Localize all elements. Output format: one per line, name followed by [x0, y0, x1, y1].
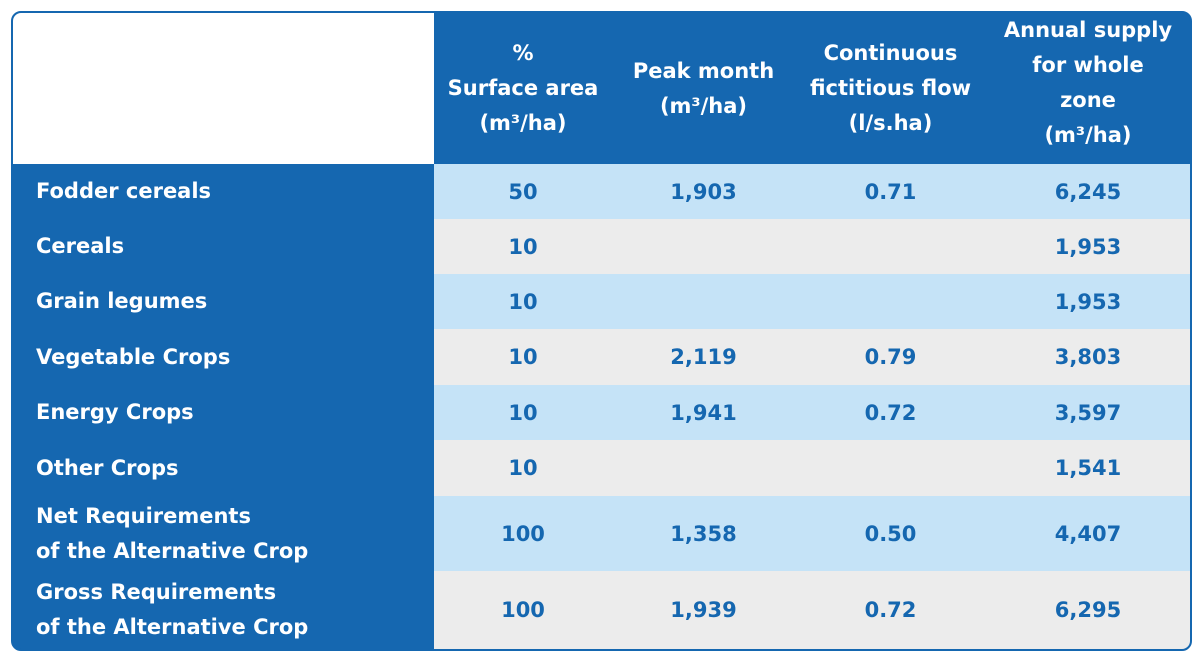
cell-annual-supply: 4,407	[1054, 521, 1122, 546]
table-row: Fodder cereals 50 1,903 0.71 6,245	[13, 164, 1190, 219]
table-row: Gross Requirements of the Alternative Cr…	[13, 571, 1190, 649]
header-surface-area: % Surface area (m³/ha)	[434, 13, 612, 164]
table-row: Net Requirements of the Alternative Crop…	[13, 496, 1190, 571]
row-label: Net Requirements of the Alternative Crop	[13, 496, 434, 571]
cell-continuous-flow: 0.79	[864, 345, 917, 369]
cell-surface-area: 100	[501, 598, 545, 622]
cell-surface-area: 50	[508, 179, 538, 204]
table-header-row: % Surface area (m³/ha) Peak month (m³/ha…	[13, 13, 1190, 164]
cell-annual-supply: 1,953	[1054, 289, 1122, 314]
cell-peak-month: 1,903	[670, 179, 737, 204]
cell-peak-month: 1,941	[670, 400, 737, 425]
row-label: Grain legumes	[13, 274, 434, 329]
header-peak-month: Peak month (m³/ha)	[612, 13, 795, 164]
table-row: Grain legumes 10 1,953	[13, 274, 1190, 329]
cell-surface-area: 10	[508, 289, 538, 314]
cell-continuous-flow	[795, 440, 986, 496]
row-label: Other Crops	[13, 440, 434, 496]
cell-annual-supply: 3,803	[1054, 345, 1122, 369]
cell-annual-supply: 3,597	[1054, 400, 1122, 425]
table-row: Cereals 10 1,953	[13, 219, 1190, 274]
cell-annual-supply: 1,541	[1054, 456, 1122, 480]
cell-surface-area: 10	[508, 456, 538, 480]
table-row: Other Crops 10 1,541	[13, 440, 1190, 496]
header-annual-supply: Annual supply for whole zone (m³/ha)	[986, 13, 1190, 158]
table-body: Fodder cereals 50 1,903 0.71 6,245 Cerea…	[13, 164, 1190, 649]
cell-peak-month	[612, 440, 795, 496]
table-row: Vegetable Crops 10 2,119 0.79 3,803	[13, 329, 1190, 385]
header-continuous-flow: Continuous fictitious flow (l/s.ha)	[795, 13, 986, 164]
cell-continuous-flow: 0.72	[864, 598, 917, 622]
cell-continuous-flow: 0.71	[864, 179, 917, 204]
header-corner-blank	[13, 13, 434, 164]
cell-peak-month: 1,358	[670, 521, 737, 546]
cell-surface-area: 10	[508, 400, 538, 425]
cell-annual-supply: 6,245	[1054, 179, 1122, 204]
row-label: Vegetable Crops	[13, 329, 434, 385]
cell-continuous-flow: 0.72	[864, 400, 917, 425]
cell-surface-area: 100	[501, 521, 545, 546]
cell-annual-supply: 6,295	[1054, 598, 1122, 622]
row-label: Energy Crops	[13, 385, 434, 440]
cell-surface-area: 10	[508, 345, 538, 369]
cell-continuous-flow: 0.50	[864, 521, 917, 546]
row-label: Gross Requirements of the Alternative Cr…	[13, 571, 434, 649]
cell-peak-month	[612, 274, 795, 329]
cell-annual-supply: 1,953	[1054, 234, 1122, 259]
cell-surface-area: 10	[508, 234, 538, 259]
row-label: Cereals	[13, 219, 434, 274]
row-label: Fodder cereals	[13, 164, 434, 219]
table-row: Energy Crops 10 1,941 0.72 3,597	[13, 385, 1190, 440]
cell-continuous-flow	[795, 219, 986, 274]
crop-water-requirements-table: % Surface area (m³/ha) Peak month (m³/ha…	[11, 11, 1192, 651]
cell-peak-month: 2,119	[670, 345, 737, 369]
cell-peak-month: 1,939	[670, 598, 737, 622]
cell-peak-month	[612, 219, 795, 274]
cell-continuous-flow	[795, 274, 986, 329]
